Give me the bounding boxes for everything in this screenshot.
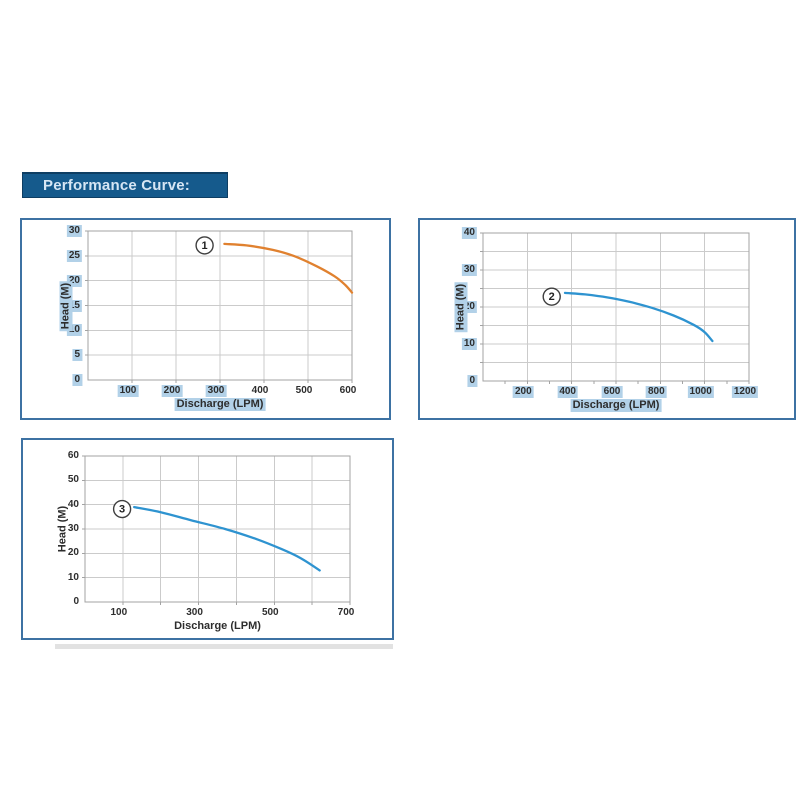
x-tick-label: 500 xyxy=(261,607,279,618)
chart-panel-1: 1 0 5 10 15 20 25 30 100 200 300 400 500 600 Discharge… xyxy=(20,218,391,420)
x-tick-label: 100 xyxy=(110,607,128,618)
x-tick-label: 300 xyxy=(205,385,227,397)
curve-marker-label: 2 xyxy=(549,291,555,303)
axis-ticks xyxy=(85,230,353,383)
chart-svg-2: 2 xyxy=(480,232,750,384)
curve-marker-3: 3 xyxy=(112,499,132,519)
y-tick-label: 10 xyxy=(67,571,79,583)
y-tick-label: 30 xyxy=(66,225,82,237)
section-header: Performance Curve: xyxy=(22,172,228,198)
section-title: Performance Curve: xyxy=(43,177,190,194)
curve-marker-2: 2 xyxy=(542,287,561,306)
y-tick-label: 0 xyxy=(72,374,82,386)
x-tick-label: 1200 xyxy=(731,386,759,398)
y-tick-label: 0 xyxy=(73,596,79,607)
curve-marker-label: 3 xyxy=(119,504,125,516)
y-tick-label: 5 xyxy=(72,349,82,362)
y-axis-title: Head (M) xyxy=(56,505,69,553)
x-tick-label: 400 xyxy=(251,385,269,396)
chart-panel-3: 3 0 10 20 30 40 50 60 100 300 500 700 Discharge (LPM… xyxy=(21,438,394,640)
y-tick-label: 40 xyxy=(461,227,477,239)
grid-lines xyxy=(85,456,350,602)
chart-panel-2: 2 0 10 20 30 40 200 400 600 800 1000 1200 Discharge … xyxy=(418,218,796,420)
y-tick-label: 10 xyxy=(461,338,477,350)
panel-shadow xyxy=(55,644,393,649)
x-axis-title: Discharge (LPM) xyxy=(174,620,261,632)
grid-lines xyxy=(88,231,352,380)
y-tick-label: 0 xyxy=(467,375,477,387)
pump-curve-3 xyxy=(133,505,321,572)
chart-svg-1: 1 xyxy=(85,230,354,383)
curve-marker-1: 1 xyxy=(195,236,214,255)
curve-marker-label: 1 xyxy=(202,240,208,252)
axis-ticks xyxy=(480,232,750,384)
axis-ticks xyxy=(82,455,351,605)
pump-curve-1 xyxy=(223,242,354,294)
x-tick-label: 800 xyxy=(645,386,667,398)
x-tick-label: 500 xyxy=(295,385,313,396)
y-tick-label: 50 xyxy=(67,474,79,486)
chart-svg-3: 3 xyxy=(82,455,351,605)
x-tick-label: 300 xyxy=(186,607,203,618)
x-axis-title: Discharge (LPM) xyxy=(174,398,266,411)
y-tick-label: 30 xyxy=(461,264,477,276)
grid-lines xyxy=(483,233,749,381)
y-tick-label: 60 xyxy=(67,450,79,461)
x-axis-title: Discharge (LPM) xyxy=(570,399,662,412)
y-axis-title: Head (M) xyxy=(59,280,73,331)
y-tick-label: 20 xyxy=(67,547,79,559)
x-tick-label: 400 xyxy=(557,386,578,398)
x-tick-label: 600 xyxy=(601,386,623,398)
y-tick-label: 30 xyxy=(67,523,79,534)
x-tick-label: 600 xyxy=(339,385,357,396)
y-tick-label: 40 xyxy=(67,498,79,510)
pump-curve-2 xyxy=(563,291,714,343)
x-tick-label: 200 xyxy=(161,385,183,397)
y-axis-title: Head (M) xyxy=(454,281,468,333)
x-tick-label: 700 xyxy=(337,607,355,618)
x-tick-label: 1000 xyxy=(687,386,714,398)
y-tick-label: 25 xyxy=(66,249,82,262)
x-tick-label: 100 xyxy=(117,385,139,397)
x-tick-label: 200 xyxy=(512,386,534,398)
